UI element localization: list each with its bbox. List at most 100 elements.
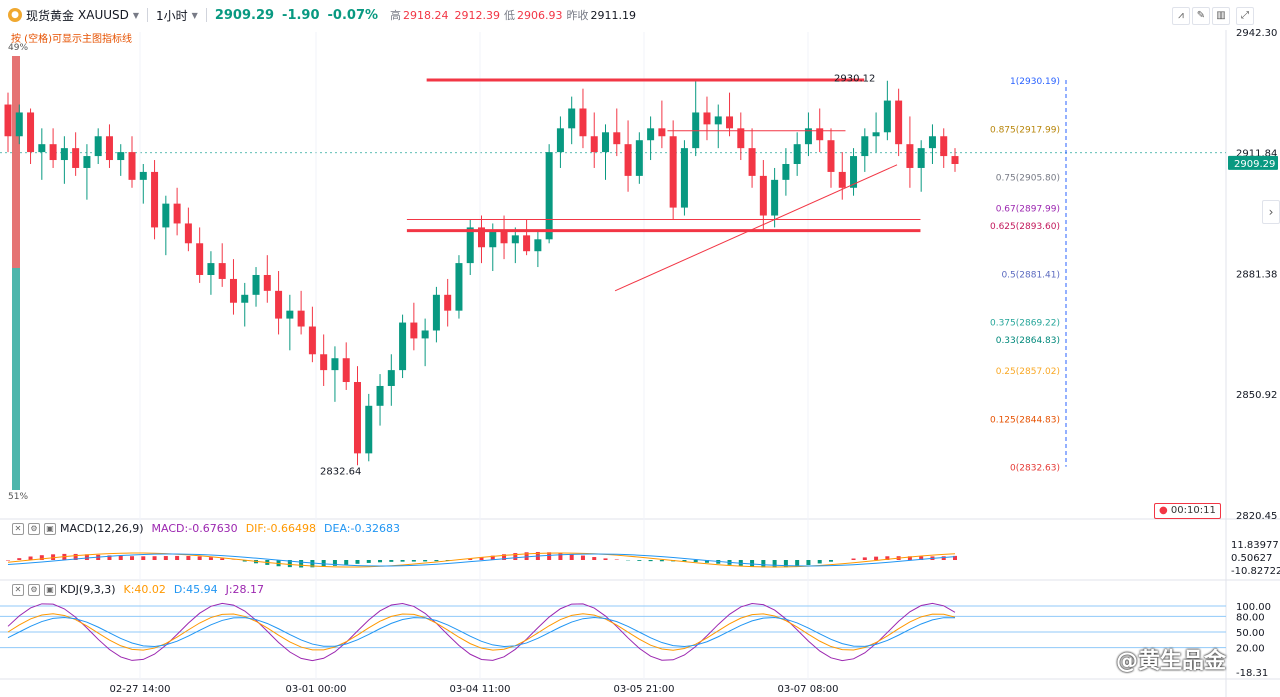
d-line bbox=[7, 616, 956, 648]
candle bbox=[951, 148, 959, 172]
candle bbox=[128, 136, 136, 188]
macd-histogram-bar bbox=[953, 555, 957, 560]
candle-body bbox=[151, 171, 159, 228]
macd-histogram-bar bbox=[862, 557, 867, 560]
candle-body bbox=[940, 136, 948, 157]
candle bbox=[421, 318, 429, 367]
candle bbox=[500, 215, 508, 260]
ratio-bar-sell bbox=[12, 56, 20, 268]
macd-histogram-bar bbox=[186, 556, 191, 560]
candle bbox=[895, 88, 903, 157]
macd-histogram-bar bbox=[141, 556, 146, 560]
candle-body bbox=[297, 310, 305, 327]
symbol-name[interactable]: 现货黄金 bbox=[26, 8, 75, 23]
macd-histogram-bar bbox=[919, 556, 924, 560]
macd-histogram-bar bbox=[163, 556, 168, 560]
macd-histogram-bar bbox=[175, 555, 180, 560]
candle bbox=[27, 108, 35, 164]
macd-histogram-bar bbox=[107, 555, 112, 560]
candle bbox=[444, 278, 452, 327]
candle-body bbox=[928, 136, 936, 149]
candle-body bbox=[184, 223, 192, 244]
macd-title[interactable]: MACD(12,26,9) bbox=[60, 522, 144, 535]
timeframe-select[interactable]: 1小时 bbox=[156, 8, 188, 23]
ratio-bottom: 51% bbox=[8, 492, 29, 502]
chevron-right-icon[interactable]: › bbox=[1262, 200, 1280, 224]
macd-histogram-bar bbox=[603, 558, 608, 560]
close-icon[interactable]: ✕ bbox=[12, 522, 24, 535]
candle-body bbox=[647, 128, 655, 141]
buy-sell-ratio-bar bbox=[12, 56, 20, 490]
macd-histogram-bar bbox=[310, 560, 315, 568]
expand-icon[interactable]: ⤢ bbox=[1236, 7, 1254, 25]
pen-icon[interactable]: ✎ bbox=[1192, 7, 1210, 25]
candle bbox=[162, 195, 170, 256]
macd-histogram-bar bbox=[84, 554, 89, 560]
macd-histogram-bar bbox=[637, 560, 642, 561]
fib-level-label: 0.875(2917.99) bbox=[990, 125, 1060, 135]
macd-histogram-bar bbox=[648, 560, 653, 562]
candle-body bbox=[207, 263, 215, 275]
candle bbox=[590, 112, 598, 168]
last-price-tag bbox=[1228, 155, 1278, 170]
price-axis-label: 2942.30 bbox=[1236, 28, 1277, 39]
candle-body bbox=[523, 235, 531, 252]
candle bbox=[376, 374, 384, 426]
low-annotation: 2832.64 bbox=[320, 467, 361, 478]
candle bbox=[173, 187, 181, 236]
macd-histogram-bar bbox=[332, 560, 337, 566]
candle-body bbox=[128, 152, 136, 180]
candle-body bbox=[72, 148, 80, 168]
kdj-header: ✕ ⚙ ▣ KDJ(9,3,3) K:40.02 D:45.94 J:28.17 bbox=[12, 583, 264, 596]
macd-histogram-bar bbox=[378, 560, 383, 563]
candle-body bbox=[883, 100, 891, 133]
price-axis-label: 2850.92 bbox=[1236, 390, 1277, 401]
candle-body bbox=[917, 148, 925, 168]
dif-line bbox=[7, 552, 956, 568]
close-icon[interactable]: ✕ bbox=[12, 583, 24, 596]
macd-histogram-bar bbox=[558, 553, 563, 560]
caret-down-icon[interactable]: ▼ bbox=[191, 10, 198, 20]
candle-body bbox=[613, 132, 621, 145]
d-value: D:45.94 bbox=[173, 583, 218, 596]
candle-body bbox=[94, 136, 102, 157]
time-axis-label: 03-05 21:00 bbox=[613, 684, 674, 695]
settings-icon[interactable]: ⚙ bbox=[28, 522, 40, 535]
kdj-axis-label: 100.00 bbox=[1236, 602, 1271, 613]
kdj-title[interactable]: KDJ(9,3,3) bbox=[60, 583, 116, 596]
candle bbox=[827, 128, 835, 188]
macd-histogram-bar bbox=[569, 554, 574, 560]
candle bbox=[4, 92, 12, 153]
eye-icon[interactable]: ▣ bbox=[44, 583, 56, 596]
candle bbox=[545, 144, 553, 244]
candle-body bbox=[680, 148, 688, 208]
candle bbox=[207, 251, 215, 295]
price-change-pct: -0.07% bbox=[327, 7, 379, 23]
candle-body bbox=[241, 294, 249, 303]
kdj-axis-label: 80.00 bbox=[1236, 612, 1265, 623]
candle bbox=[568, 96, 576, 145]
fib-level-label: 1(2930.19) bbox=[1010, 77, 1060, 87]
candle bbox=[906, 116, 914, 188]
price-axis-label: 2911.84 bbox=[1236, 149, 1277, 160]
chart-header: ● 现货黄金 XAUUSD ▼ 1小时 ▼ 2909.29 -1.90 -0.0… bbox=[0, 0, 1280, 30]
prev-close-value: 2911.19 bbox=[590, 8, 637, 22]
fib-level-label: 0.67(2897.99) bbox=[996, 205, 1060, 215]
divider bbox=[147, 8, 149, 22]
candle-body bbox=[444, 294, 452, 311]
ticker[interactable]: XAUUSD bbox=[78, 8, 129, 22]
candle-body bbox=[500, 231, 508, 244]
macd-histogram-bar bbox=[580, 555, 585, 560]
candle bbox=[38, 128, 46, 180]
eye-icon[interactable]: ▣ bbox=[44, 522, 56, 535]
candle-body bbox=[466, 227, 474, 264]
settings-icon[interactable]: ⚙ bbox=[28, 583, 40, 596]
candle-body bbox=[83, 156, 91, 168]
candle bbox=[793, 132, 801, 176]
layout-icon[interactable]: ▥ bbox=[1212, 7, 1230, 25]
time-axis-label: 02-27 14:00 bbox=[109, 684, 170, 695]
time-axis: 02-27 14:00 03-01 00:00 03-04 11:00 03-05 2… bbox=[109, 684, 838, 695]
caret-down-icon[interactable]: ▼ bbox=[132, 10, 140, 20]
chart-type-icon[interactable]: ⩘ bbox=[1172, 7, 1190, 25]
